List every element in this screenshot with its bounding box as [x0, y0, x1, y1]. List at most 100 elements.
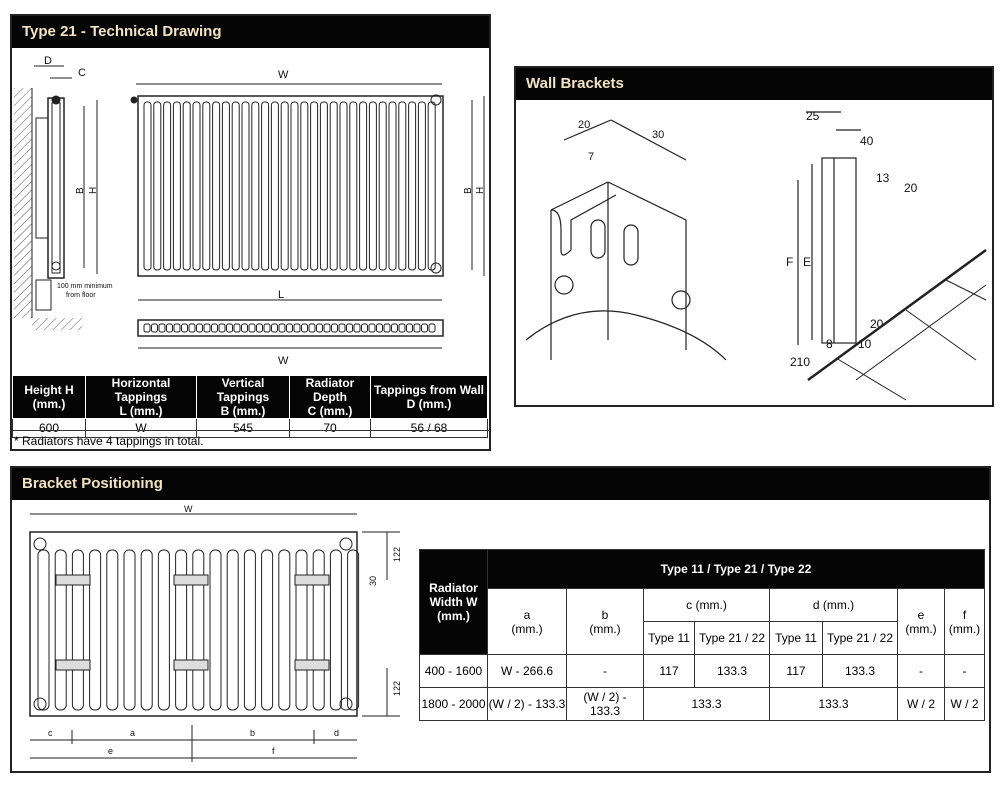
radiator-fin: [388, 101, 397, 271]
cell: W: [85, 418, 197, 438]
dim-label: 40: [860, 134, 874, 148]
panel-title: Type 21 - Technical Drawing: [12, 16, 489, 48]
radiator-fin: [427, 101, 436, 271]
radiator-fin: [339, 101, 348, 271]
cell: (W / 2) - 133.3: [487, 687, 567, 721]
cell: 1800 - 2000: [419, 687, 488, 721]
dim-label: 7: [588, 151, 594, 163]
radiator-fin: [406, 323, 413, 333]
radiator-fin: [376, 323, 383, 333]
header-vertical-tappings: Vertical Tappings B (mm.): [196, 375, 290, 419]
cell: -: [566, 654, 644, 688]
radiator-fin: [310, 101, 319, 271]
bracket-positioning-table: Radiator Width W (mm.) Type 11 / Type 21 /…: [419, 549, 985, 721]
radiator-fin: [368, 323, 376, 333]
radiator-fin: [359, 101, 368, 271]
radiator-fin: [428, 323, 436, 333]
bracket-3d: [550, 181, 687, 360]
radiator-fin: [368, 101, 377, 271]
radiator-fin: [271, 323, 278, 333]
cell: -: [944, 654, 985, 688]
dim-label-c: C: [78, 67, 86, 79]
radiator-fin: [261, 101, 270, 271]
radiator-fin: [196, 323, 203, 333]
radiator-fin: [163, 101, 172, 271]
radiator-fin: [192, 549, 205, 711]
radiator-fin: [221, 101, 230, 271]
cell: 133.3: [643, 687, 770, 721]
table-row: 400 - 1600 W - 266.6 - 117 133.3 117 133…: [419, 654, 985, 688]
header-tappings-from-wall: Tappings from Wall D (mm.): [370, 375, 488, 419]
floor-note-2: from floor: [66, 292, 96, 299]
radiator-fin: [203, 323, 211, 333]
technical-drawing-svg: D C B H 100 mm minimum from floor W B H …: [14, 55, 486, 367]
radiator-fin: [241, 323, 248, 333]
dim-label-f: F: [786, 255, 793, 269]
dim-label: 20: [578, 119, 590, 131]
radiator-fin: [241, 101, 250, 271]
radiator-fin: [209, 549, 222, 711]
radiator-fin: [123, 549, 136, 711]
radiator-fin: [280, 101, 289, 271]
radiator-fin: [295, 549, 308, 711]
radiator-fin: [278, 549, 291, 711]
dim-label-b: B: [75, 187, 86, 194]
header-radiator-width: Radiator Width W (mm.): [419, 549, 488, 655]
wall-hatch: [14, 88, 32, 318]
bracket-positioning-svg: W 122 30 122 c a b d e f: [29, 504, 402, 762]
footnote: * Radiators have 4 tappings in total.: [12, 430, 490, 451]
cell: 117: [769, 654, 823, 688]
radiator-fin: [71, 549, 84, 711]
dim-label: 122: [392, 681, 402, 696]
radiator-fin: [270, 101, 279, 271]
radiator-fin: [54, 549, 67, 711]
radiator-fin: [251, 101, 260, 271]
radiator-fin: [300, 101, 309, 271]
radiator-fin: [319, 101, 328, 271]
radiator-fin: [417, 101, 426, 271]
radiator-fin: [308, 323, 316, 333]
dim-label: 30: [368, 576, 378, 586]
dim-label-e: E: [803, 255, 811, 269]
radiator-fin: [143, 323, 151, 333]
radiator-fin: [143, 101, 152, 271]
dim-label-c: c: [48, 728, 53, 738]
radiator-fin: [212, 101, 221, 271]
radiator-fin: [329, 549, 342, 711]
dim-label-h-right: H: [475, 187, 486, 194]
radiator-fin: [301, 323, 308, 333]
radiator-fin: [256, 323, 263, 333]
radiator-fin: [383, 323, 391, 333]
radiator-fin: [398, 101, 407, 271]
radiator-fin: [153, 101, 162, 271]
cell: 133.3: [769, 687, 898, 721]
radiator-fin: [231, 101, 240, 271]
radiator-fin: [286, 323, 293, 333]
cell: 70: [289, 418, 371, 438]
bracket-side: [821, 157, 857, 344]
radiator-front: [29, 531, 358, 717]
radiator-fin: [166, 323, 173, 333]
radiator-fin: [290, 101, 299, 271]
cell: 133.3: [694, 654, 770, 688]
radiator-fin: [293, 323, 301, 333]
radiator-fin: [391, 323, 398, 333]
radiator-fin: [37, 549, 50, 711]
radiator-fin: [202, 101, 211, 271]
cell: W / 2: [897, 687, 945, 721]
dim-label-a: a: [130, 728, 135, 738]
dim-label-d: D: [44, 55, 52, 67]
dim-label-w: W: [184, 504, 193, 514]
radiator-fin: [182, 101, 191, 271]
header-height: Height H (mm.): [12, 375, 86, 419]
radiator-fin: [172, 101, 181, 271]
radiator-fin: [243, 549, 256, 711]
floor-note: 100 mm minimum: [57, 283, 113, 290]
bracket-positioning-panel: Bracket Positioning W 122 30 122 c a b d…: [10, 466, 991, 773]
wall-brackets-svg: 20 30 7 25 40 13 20 F E 20 8 10 210: [525, 109, 987, 401]
radiator-fin: [248, 323, 256, 333]
radiator-fin: [421, 323, 428, 333]
cell: (W / 2) - 133.3: [566, 687, 644, 721]
radiator-fin: [157, 549, 170, 711]
top-view-radiator: [137, 319, 444, 337]
